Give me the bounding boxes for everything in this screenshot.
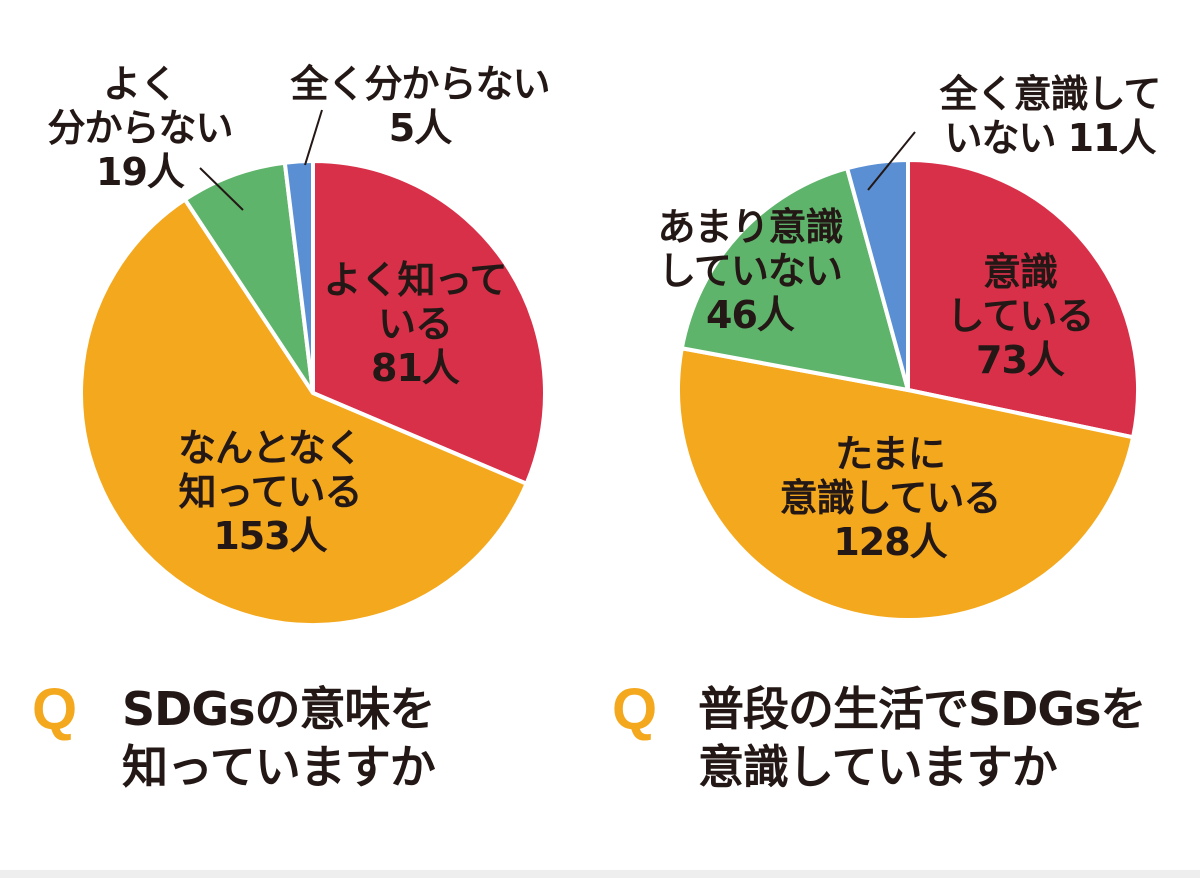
pie-slice-1-3 — [182, 160, 315, 395]
pie-slice-1-1 — [311, 158, 547, 487]
pie-slice-1-2 — [79, 196, 530, 627]
pie-slice-2-2 — [676, 345, 1136, 623]
label-pie2-never: 全く意識して いない 11人 — [939, 72, 1162, 160]
label-pie1-somewhat-known: なんとなく 知っている 153人 — [178, 426, 363, 558]
q-mark-icon: Q — [32, 677, 78, 742]
pie-slice-2-1 — [906, 157, 1140, 440]
pie-chart-sdgs-awareness — [676, 157, 1140, 623]
label-pie2-conscious: 意識 している 73人 — [946, 250, 1095, 382]
pie-slice-2-4 — [844, 157, 910, 391]
leader-line-pie1-green — [199, 167, 244, 211]
question-2: 普段の生活でSDGsを 意識していますか — [698, 682, 1146, 794]
pie-slice-1-4 — [282, 158, 315, 394]
label-pie1-well-known: よく知って いる 81人 — [323, 258, 507, 390]
pie-chart-sdgs-meaning — [79, 158, 547, 627]
leader-line-pie1-blue — [304, 109, 323, 166]
q-mark-icon: Q — [612, 677, 658, 742]
pie-slice-2-3 — [679, 165, 911, 393]
label-pie1-not-well: よく 分からない 19人 — [47, 62, 233, 194]
label-pie2-sometimes: たまに 意識している 128人 — [779, 432, 1002, 564]
label-pie1-not-at-all: 全く分からない 5人 — [290, 62, 550, 150]
leader-line-pie2-blue — [867, 131, 916, 191]
question-1: SDGsの意味を 知っていますか — [122, 682, 436, 794]
bottom-strip — [0, 870, 1200, 878]
label-pie2-rarely: あまり意識 していない 46人 — [657, 205, 843, 337]
